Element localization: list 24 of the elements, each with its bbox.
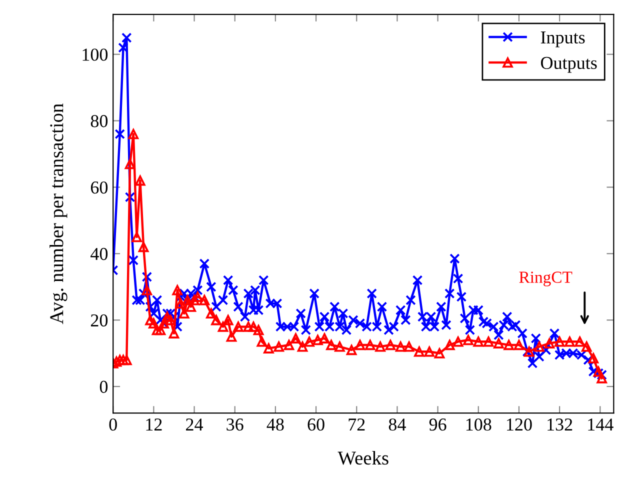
annotation: RingCT bbox=[519, 272, 572, 286]
x-axis-title: Weeks bbox=[338, 450, 388, 465]
y-tick-label: 60 bbox=[90, 181, 108, 194]
x-tick-label: 12 bbox=[146, 418, 162, 430]
x-tick-label: 96 bbox=[429, 418, 446, 431]
x-tick-label: 108 bbox=[466, 418, 492, 431]
x-tick-label: 60 bbox=[308, 418, 324, 431]
x-tick-label: 84 bbox=[388, 418, 406, 431]
x-tick-label: 24 bbox=[186, 418, 204, 430]
y-tick-label: 80 bbox=[90, 115, 108, 128]
legend-label: Outputs bbox=[540, 56, 597, 73]
x-tick-label: 72 bbox=[348, 418, 365, 430]
x-tick-label: 120 bbox=[507, 418, 532, 431]
y-tick-label: 0 bbox=[100, 380, 108, 393]
legend-label: Inputs bbox=[540, 32, 585, 48]
x-tick-label: 144 bbox=[588, 418, 614, 430]
x-tick-label: 0 bbox=[109, 418, 117, 431]
y-axis-title: Avg. number per transaction bbox=[50, 104, 68, 324]
x-tick-label: 48 bbox=[266, 418, 284, 431]
y-tick-label: 40 bbox=[90, 248, 108, 260]
x-tick-label: 36 bbox=[226, 418, 244, 431]
y-tick-label: 100 bbox=[82, 48, 108, 61]
y-tick-label: 20 bbox=[90, 314, 108, 327]
x-tick-label: 132 bbox=[548, 418, 572, 431]
